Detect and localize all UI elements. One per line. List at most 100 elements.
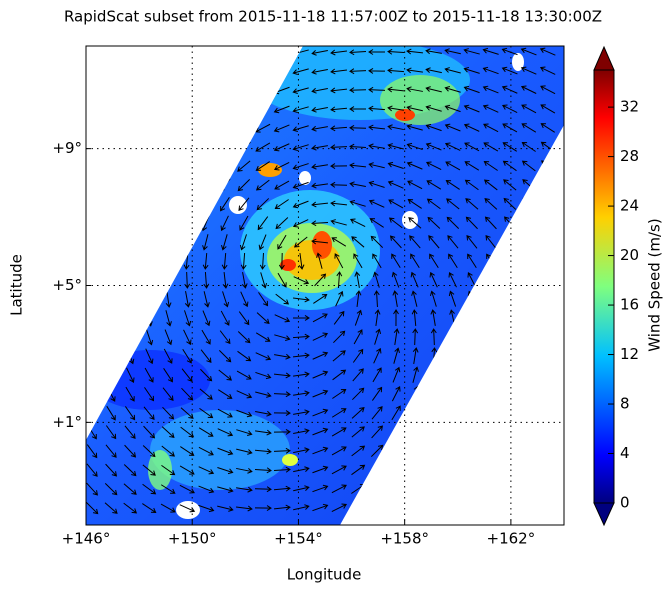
wind-arrow [469,385,476,403]
colorbar-frame [593,69,615,504]
wind-arrow [161,102,174,116]
wind-arrow [292,106,309,113]
wind-arrow [198,47,213,57]
wind-arrow [387,48,405,55]
colorbar-tick-label: 28 [620,147,639,165]
wind-arrow [444,104,461,113]
wind-arrow [429,481,439,497]
wind-arrow [387,124,404,131]
wind-arrow [371,386,383,401]
wind-arrow [217,428,234,437]
wind-arrow [86,444,98,459]
wind-arrow [144,367,154,383]
wind-arrow [237,179,251,192]
wind-arrow [331,237,347,247]
wind-arrow [331,465,347,475]
wind-arrow [468,499,477,516]
wind-arrow [370,444,384,458]
wind-arrow [217,486,234,493]
wind-arrow [487,499,496,516]
wind-arrow [503,197,517,210]
wind-arrow [142,483,157,495]
wind-arrow [292,219,309,228]
wind-arrow [273,372,291,379]
wind-arrow [143,406,155,420]
wind-arrow [222,291,230,308]
wind-arrow [524,309,533,326]
wind-arrow [409,481,421,496]
wind-arrow [293,276,310,285]
wind-arrow [393,328,400,345]
wind-arrow [220,310,230,326]
wind-arrow [463,123,480,132]
wind-arrow [106,405,116,421]
wind-arrow [463,48,480,55]
wind-arrow [521,123,537,133]
wind-arrow [273,447,291,454]
wind-arrow [390,463,402,477]
wind-arrow [502,123,518,133]
wind-arrow [180,121,193,135]
wind-arrow [199,140,212,154]
wind-arrow [106,158,116,174]
wind-arrow [200,368,213,382]
wind-arrow [488,423,495,440]
wind-arrow [161,426,175,439]
colorbar-tick-label: 12 [620,345,639,363]
wind-arrow [273,466,291,473]
wind-arrow [539,47,556,56]
x-tick-label: +162° [487,530,536,548]
wind-arrow [183,234,190,251]
wind-arrow [161,46,175,58]
wind-arrow [88,215,95,232]
wind-arrow [312,465,329,474]
wind-arrow [86,83,98,98]
wind-arrow [332,350,346,362]
wind-arrow [104,64,117,78]
wind-arrow [410,271,419,288]
wind-arrow [86,102,98,117]
wind-arrow [239,215,249,231]
wind-arrow [486,272,496,288]
wind-arrow [331,408,347,418]
wind-arrow [293,390,310,397]
wind-arrow [331,446,347,456]
wind-arrow [255,123,271,133]
wind-arrow [107,234,114,251]
wind-arrow [369,218,384,228]
wind-arrow [236,390,253,399]
wind-arrow [256,312,270,324]
wind-arrow [543,272,553,288]
wind-arrow [144,215,152,232]
wind-arrow [180,103,194,116]
wind-arrow [311,220,329,227]
wind-arrow [425,67,442,74]
wind-arrow [391,271,400,288]
wind-arrow [273,410,291,416]
wind-arrow [105,425,117,440]
wind-arrow [374,309,381,326]
wind-arrow [89,348,97,365]
wind-arrow [144,387,155,402]
wind-arrow [372,367,382,383]
wind-arrow [199,407,214,419]
colorbar-tick-label: 20 [620,246,639,264]
wind-arrow [181,159,193,174]
wind-arrow [201,196,211,212]
wind-arrow [469,404,476,421]
wind-arrow [164,252,171,270]
wind-arrow [179,46,194,58]
wind-arrow [349,218,366,227]
wind-arrow [236,123,251,133]
wind-arrow [199,122,213,134]
wind-arrow [180,426,195,438]
wind-arrow [273,485,291,492]
wind-arrow [368,199,385,208]
wind-arrow [312,313,328,323]
wind-arrow [278,252,285,270]
wind-arrow [368,162,385,169]
wind-arrow [330,87,348,94]
wind-arrow [198,446,214,456]
wind-arrow [161,65,175,77]
wind-arrow [199,388,213,400]
